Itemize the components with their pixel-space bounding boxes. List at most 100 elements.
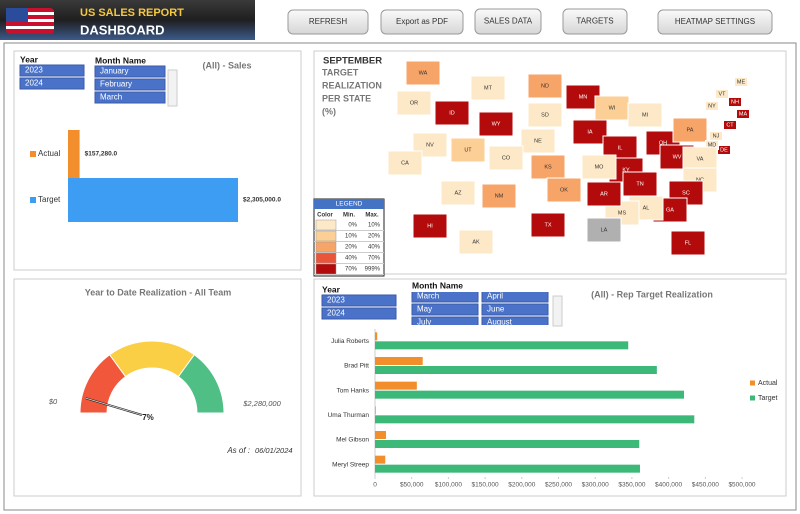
- button-face[interactable]: [562, 8, 628, 35]
- state-label[interactable]: NY: [708, 103, 716, 109]
- state-label[interactable]: KS: [544, 164, 552, 170]
- state[interactable]: [520, 128, 556, 154]
- state[interactable]: [736, 109, 750, 119]
- state[interactable]: [728, 97, 742, 107]
- button-label[interactable]: SALES DATA: [484, 17, 533, 26]
- state[interactable]: [627, 102, 663, 128]
- slicer-item[interactable]: [94, 91, 166, 104]
- slicer-item[interactable]: [94, 65, 166, 78]
- slicer-item[interactable]: [94, 78, 166, 91]
- state[interactable]: [672, 117, 708, 143]
- state-label[interactable]: AL: [643, 205, 650, 211]
- state[interactable]: [530, 154, 566, 180]
- state-label[interactable]: TN: [636, 181, 643, 187]
- button-label[interactable]: Export as PDF: [396, 17, 448, 26]
- state-label[interactable]: SC: [682, 190, 690, 196]
- button-label[interactable]: REFRESH: [309, 17, 347, 26]
- state[interactable]: [723, 120, 737, 130]
- button-face[interactable]: [380, 9, 464, 35]
- slicer-item-label[interactable]: 2024: [327, 309, 345, 318]
- state-label[interactable]: SD: [541, 112, 549, 118]
- slicer-item[interactable]: [411, 316, 479, 328]
- state-label[interactable]: LA: [601, 227, 608, 233]
- state-label[interactable]: WV: [673, 154, 682, 160]
- state[interactable]: [387, 150, 423, 176]
- state-label[interactable]: VT: [718, 91, 726, 97]
- button[interactable]: Export as PDF: [380, 9, 464, 35]
- state-label[interactable]: WA: [419, 70, 428, 76]
- state-label[interactable]: OH: [659, 140, 667, 146]
- state[interactable]: [450, 137, 486, 163]
- button-face[interactable]: [287, 9, 369, 35]
- state-label[interactable]: FL: [685, 240, 691, 246]
- slicer-item[interactable]: [411, 303, 479, 316]
- state[interactable]: [405, 60, 441, 86]
- state[interactable]: [682, 146, 718, 172]
- slicer-item[interactable]: [481, 291, 549, 303]
- button[interactable]: TARGETS: [562, 8, 628, 35]
- state-label[interactable]: OK: [560, 187, 568, 193]
- state-label[interactable]: AK: [472, 239, 480, 245]
- state-label[interactable]: MI: [642, 112, 649, 118]
- slicer-item[interactable]: [321, 307, 397, 320]
- state[interactable]: [488, 145, 524, 171]
- slicer-item-label[interactable]: January: [100, 67, 128, 76]
- state[interactable]: [546, 177, 582, 203]
- state-label[interactable]: MS: [618, 210, 627, 216]
- state-label[interactable]: ID: [449, 110, 455, 116]
- state-label[interactable]: ME: [737, 79, 746, 85]
- button-label[interactable]: TARGETS: [576, 17, 613, 26]
- button[interactable]: REFRESH: [287, 9, 369, 35]
- state[interactable]: [478, 111, 514, 137]
- slicer-item[interactable]: [481, 303, 549, 316]
- slicer-item-label[interactable]: April: [487, 292, 503, 301]
- slicer-item-label[interactable]: July: [417, 318, 431, 327]
- state[interactable]: [594, 95, 630, 121]
- slicer-item-label[interactable]: August: [487, 318, 513, 327]
- state[interactable]: [527, 102, 563, 128]
- slicer-item[interactable]: [19, 64, 85, 77]
- state[interactable]: [434, 100, 470, 126]
- state[interactable]: [440, 180, 476, 206]
- state[interactable]: [586, 217, 622, 243]
- slicer-item-label[interactable]: June: [487, 305, 505, 314]
- state[interactable]: [622, 171, 658, 197]
- state[interactable]: [734, 77, 748, 87]
- state-label[interactable]: NE: [534, 138, 542, 144]
- state-label[interactable]: NC: [696, 177, 704, 183]
- state-label[interactable]: CA: [401, 160, 409, 166]
- state-label[interactable]: VA: [697, 156, 704, 162]
- state-label[interactable]: NM: [495, 193, 504, 199]
- slicer-item-label[interactable]: May: [417, 305, 432, 314]
- state[interactable]: [527, 73, 563, 99]
- button-face[interactable]: [474, 8, 542, 35]
- state-label[interactable]: MD: [708, 142, 717, 148]
- state-label[interactable]: GA: [666, 207, 674, 213]
- state[interactable]: [586, 181, 622, 207]
- slicer-item-label[interactable]: 2023: [25, 66, 43, 75]
- state-label[interactable]: PA: [687, 127, 694, 133]
- slicer-item-label[interactable]: 2024: [25, 79, 43, 88]
- slicer-item-label[interactable]: March: [100, 93, 122, 102]
- state[interactable]: [715, 89, 729, 99]
- state-label[interactable]: OR: [410, 100, 418, 106]
- state-label[interactable]: IL: [618, 145, 623, 151]
- state-label[interactable]: NV: [426, 142, 434, 148]
- slicer-item-label[interactable]: February: [100, 80, 132, 89]
- state[interactable]: [705, 101, 719, 111]
- state-label[interactable]: CO: [502, 155, 511, 161]
- state[interactable]: [470, 75, 506, 101]
- state[interactable]: [412, 213, 448, 239]
- state-label[interactable]: UT: [464, 147, 472, 153]
- button[interactable]: HEATMAP SETTINGS: [657, 9, 773, 35]
- state[interactable]: [572, 119, 608, 145]
- state-label[interactable]: MA: [739, 111, 748, 117]
- slicer-item[interactable]: [321, 294, 397, 307]
- slicer-item-label[interactable]: 2023: [327, 296, 345, 305]
- button[interactable]: SALES DATA: [474, 8, 542, 35]
- state-label[interactable]: IA: [587, 129, 593, 135]
- state[interactable]: [581, 154, 617, 180]
- slicer-item[interactable]: [19, 77, 85, 90]
- state-label[interactable]: AZ: [454, 190, 462, 196]
- button-label[interactable]: HEATMAP SETTINGS: [675, 17, 755, 26]
